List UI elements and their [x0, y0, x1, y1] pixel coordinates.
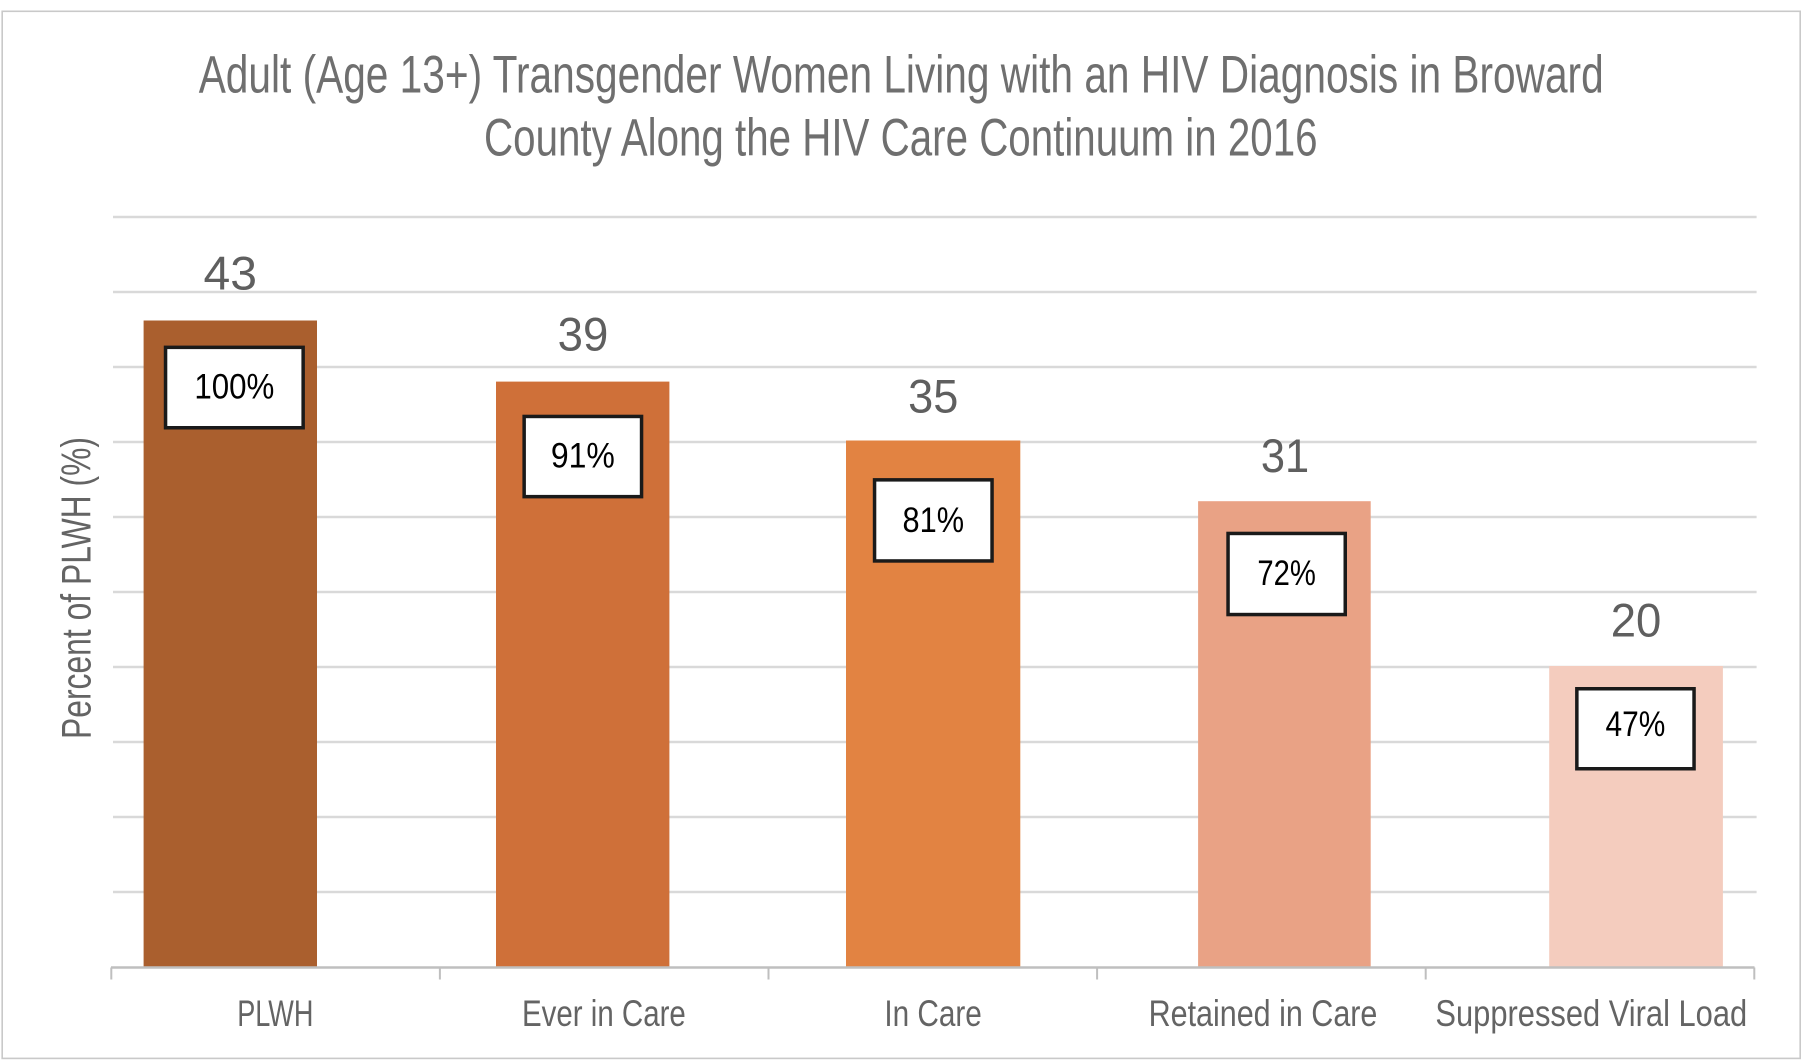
svg-text:Ever in Care: Ever in Care [522, 993, 686, 1034]
svg-text:20: 20 [1611, 594, 1662, 647]
svg-text:91%: 91% [551, 437, 615, 476]
svg-text:35: 35 [908, 370, 958, 423]
svg-text:81%: 81% [903, 501, 965, 540]
svg-text:County Along the HIV Care Cont: County Along the HIV Care Continuum in 2… [484, 108, 1318, 167]
svg-text:31: 31 [1261, 430, 1309, 483]
svg-text:72%: 72% [1257, 554, 1316, 593]
svg-text:47%: 47% [1606, 705, 1666, 744]
svg-text:In Care: In Care [884, 993, 982, 1034]
svg-text:Retained in Care: Retained in Care [1149, 993, 1378, 1034]
svg-text:Suppressed Viral Load: Suppressed Viral Load [1435, 993, 1747, 1034]
svg-text:100%: 100% [194, 367, 274, 406]
svg-text:Adult (Age 13+) Transgender Wo: Adult (Age 13+) Transgender Women Living… [199, 46, 1604, 105]
svg-text:Percent of PLWH (%): Percent of PLWH (%) [53, 437, 100, 739]
svg-text:43: 43 [204, 247, 258, 300]
svg-text:39: 39 [558, 309, 609, 362]
svg-text:PLWH: PLWH [237, 993, 313, 1034]
